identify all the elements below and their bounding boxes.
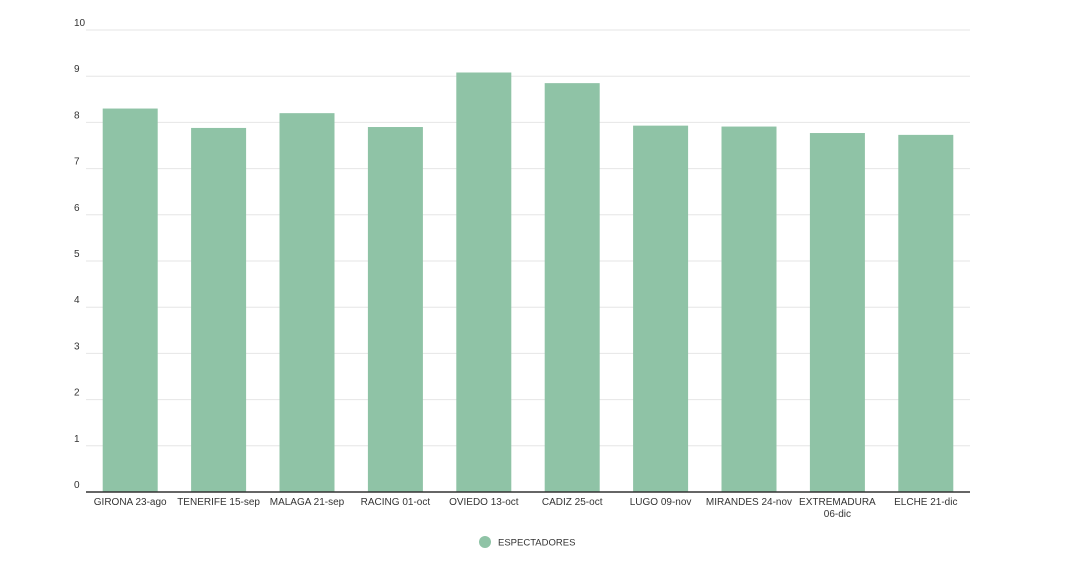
y-tick-label: 10 [74,18,86,29]
bars [102,72,954,493]
x-tick-label: CADIZ 25-oct [542,497,603,508]
bar[interactable] [456,72,512,492]
y-tick-label: 8 [74,110,80,121]
bar[interactable] [279,113,335,492]
y-tick-label: 7 [74,157,80,168]
y-axis-ticks: 0 1 2 3 4 5 6 7 8 9 10 [74,18,86,491]
x-axis-ticks: GIRONA 23-ago TENERIFE 15-sep MALAGA 21-se… [94,497,958,520]
bar[interactable] [367,127,423,493]
x-tick-label: LUGO 09-nov [630,497,692,508]
x-tick-label: ELCHE 21-dic [894,497,957,508]
legend-label: ESPECTADORES [498,538,575,549]
y-tick-label: 2 [74,388,80,399]
bar[interactable] [191,127,247,492]
y-tick-label: 1 [74,434,80,445]
x-tick-label: MALAGA 21-sep [270,497,345,508]
legend[interactable]: ESPECTADORES [479,536,575,549]
legend-item[interactable]: ESPECTADORES [479,536,575,549]
y-tick-label: 0 [74,480,80,491]
x-tick-label: MIRANDES 24-nov [706,497,792,508]
x-tick-label: OVIEDO 13-oct [449,497,519,508]
y-tick-label: 4 [74,295,80,306]
bar[interactable] [544,83,600,492]
x-tick-label: EXTREMADURA 06-dic [799,497,876,520]
y-tick-label: 3 [74,341,80,352]
x-tick-label: GIRONA 23-ago [94,497,167,508]
legend-swatch-icon [479,536,491,548]
bar[interactable] [809,133,865,492]
y-tick-label: 9 [74,64,80,75]
bar[interactable] [898,134,954,492]
x-tick-label: RACING 01-oct [361,497,431,508]
bar[interactable] [633,125,689,492]
bar[interactable] [102,108,158,492]
x-tick-label: TENERIFE 15-sep [177,497,260,508]
y-tick-label: 6 [74,203,80,214]
y-tick-label: 5 [74,249,80,260]
bar[interactable] [721,126,777,493]
